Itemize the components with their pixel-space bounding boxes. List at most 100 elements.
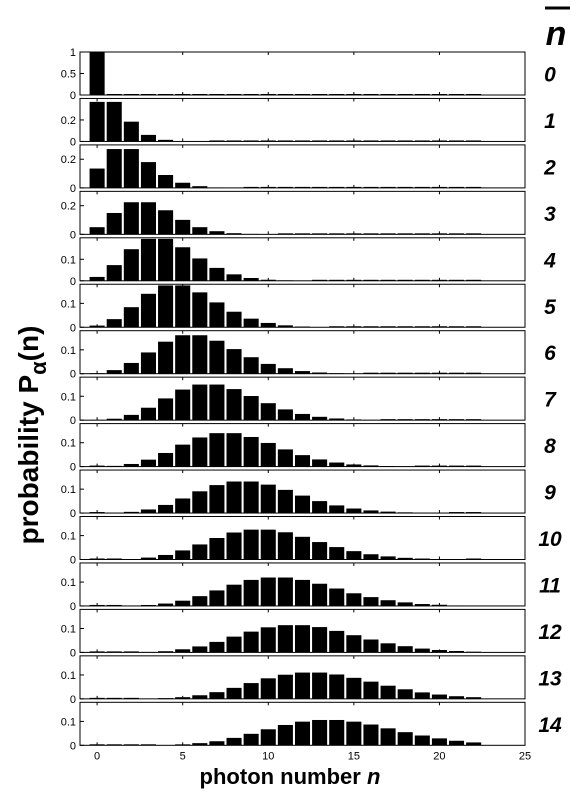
- bar-nbar-6-n-7: [209, 340, 225, 374]
- y-tick-label: 0: [70, 229, 76, 241]
- nbar-label-13: 13: [538, 667, 562, 690]
- bar-nbar-11-n-8: [226, 584, 242, 606]
- bar-nbar-6-n-1: [106, 370, 122, 374]
- bar-nbar-7-n-13: [312, 416, 328, 421]
- bar-nbar-13-n-13: [312, 672, 328, 699]
- bar-nbar-10-n-6: [192, 544, 208, 560]
- y-tick-label: 0.2: [61, 201, 76, 213]
- y-tick-label: 0.1: [61, 577, 76, 589]
- bar-nbar-11-n-18: [397, 602, 413, 606]
- bar-nbar-14-n-13: [312, 719, 328, 746]
- y-tick-label: 0: [70, 740, 76, 752]
- bar-nbar-6-n-8: [226, 349, 242, 374]
- bar-nbar-9-n-13: [312, 501, 328, 514]
- bar-nbar-11-n-9: [243, 579, 259, 606]
- bar-nbar-14-n-18: [397, 732, 413, 746]
- bar-nbar-9-n-8: [226, 481, 242, 514]
- bar-nbar-3-n-1: [106, 212, 122, 235]
- x-axis-label-var: n: [367, 764, 380, 789]
- bar-nbar-9-n-6: [192, 491, 208, 514]
- y-tick-label: 0: [70, 462, 76, 474]
- y-tick-label: 0: [70, 555, 76, 567]
- bar-nbar-13-n-12: [294, 672, 311, 699]
- bar-nbar-13-n-11: [277, 674, 293, 699]
- bar-nbar-13-n-22: [466, 697, 482, 699]
- bar-nbar-6-n-11: [277, 368, 293, 374]
- bar-nbar-14-n-21: [449, 740, 465, 746]
- panel-frame: [79, 655, 526, 700]
- bar-nbar-12-n-8: [226, 636, 242, 653]
- bar-nbar-13-n-9: [243, 683, 259, 699]
- bar-nbar-4-n-5: [175, 247, 191, 281]
- bar-nbar-4-n-3: [140, 238, 156, 281]
- bar-nbar-12-n-18: [397, 646, 413, 653]
- bar-nbar-11-n-10: [260, 577, 276, 606]
- y-tick-label: 0: [70, 601, 76, 613]
- bar-nbar-6-n-10: [260, 363, 276, 374]
- bar-nbar-3-n-8: [226, 233, 242, 235]
- bar-nbar-7-n-3: [140, 407, 156, 421]
- y-tick-label: 0: [70, 322, 76, 334]
- bar-nbar-2-n-1: [106, 149, 122, 188]
- bar-nbar-11-n-13: [312, 583, 328, 606]
- bar-nbar-2-n-0: [89, 168, 105, 188]
- x-tick-label: 15: [348, 750, 360, 762]
- bar-nbar-14-n-17: [380, 728, 396, 746]
- bar-nbar-10-n-3: [140, 557, 156, 560]
- y-tick-label: 0.1: [61, 484, 76, 496]
- bar-nbar-8-n-12: [294, 455, 311, 467]
- nbar-label-7: 7: [544, 389, 557, 412]
- panel-frame: [79, 423, 526, 468]
- bar-nbar-1-n-0: [89, 101, 105, 142]
- panel-frame: [79, 701, 526, 746]
- x-tick-label: 10: [262, 750, 274, 762]
- panel-nbar-2: 00.2 2: [61, 144, 556, 195]
- nbar-label-8: 8: [544, 435, 556, 458]
- bar-nbar-7-n-12: [294, 413, 311, 421]
- bar-nbar-14-n-19: [414, 735, 430, 746]
- bar-nbar-4-n-4: [158, 238, 174, 281]
- bar-nbar-9-n-12: [294, 495, 311, 514]
- y-tick-label: 0.1: [61, 298, 76, 310]
- bar-nbar-2-n-2: [123, 149, 139, 188]
- bar-nbar-13-n-6: [192, 695, 208, 699]
- panel-frame: [79, 376, 526, 421]
- header-nbar-label: n: [546, 15, 567, 53]
- bar-nbar-8-n-4: [158, 452, 174, 467]
- panel-frame: [79, 190, 526, 235]
- bar-nbar-2-n-3: [140, 162, 156, 188]
- nbar-label-2: 2: [543, 156, 556, 179]
- y-tick-label: 0: [70, 136, 76, 148]
- y-tick-label: 0.2: [61, 154, 76, 166]
- panel-nbar-4: 00.1 4: [61, 237, 556, 288]
- bar-nbar-11-n-11: [277, 577, 293, 606]
- bar-nbar-6-n-4: [158, 341, 174, 374]
- bar-nbar-14-n-11: [277, 724, 293, 746]
- panel-nbar-3: 00.2 3: [61, 190, 556, 241]
- panel-frame: [79, 608, 526, 653]
- panel-frame: [79, 144, 526, 189]
- bar-nbar-11-n-15: [346, 593, 362, 606]
- bar-nbar-7-n-4: [158, 398, 174, 421]
- bar-nbar-2-n-4: [158, 175, 174, 188]
- bar-nbar-5-n-1: [106, 319, 122, 328]
- bar-nbar-10-n-8: [226, 532, 242, 560]
- bar-nbar-9-n-10: [260, 484, 276, 514]
- panel-nbar-9: 00.1 9: [61, 469, 556, 520]
- bar-nbar-8-n-16: [363, 465, 379, 467]
- nbar-label-5: 5: [544, 296, 556, 319]
- bar-nbar-13-n-7: [209, 692, 225, 699]
- y-tick-label: 0: [70, 369, 76, 381]
- y-tick-label: 0: [70, 415, 76, 427]
- bar-nbar-14-n-8: [226, 737, 242, 746]
- y-axis-label-tail: (n): [13, 326, 44, 362]
- bar-nbar-14-n-15: [346, 721, 362, 746]
- bar-nbar-11-n-16: [363, 597, 379, 606]
- bar-nbar-3-n-6: [192, 227, 208, 235]
- bar-nbar-14-n-9: [243, 733, 259, 746]
- bar-nbar-5-n-7: [209, 302, 225, 328]
- bar-nbar-10-n-4: [158, 554, 174, 560]
- bar-nbar-10-n-5: [175, 550, 191, 560]
- bar-nbar-7-n-7: [209, 384, 225, 421]
- bar-nbar-5-n-9: [243, 318, 259, 328]
